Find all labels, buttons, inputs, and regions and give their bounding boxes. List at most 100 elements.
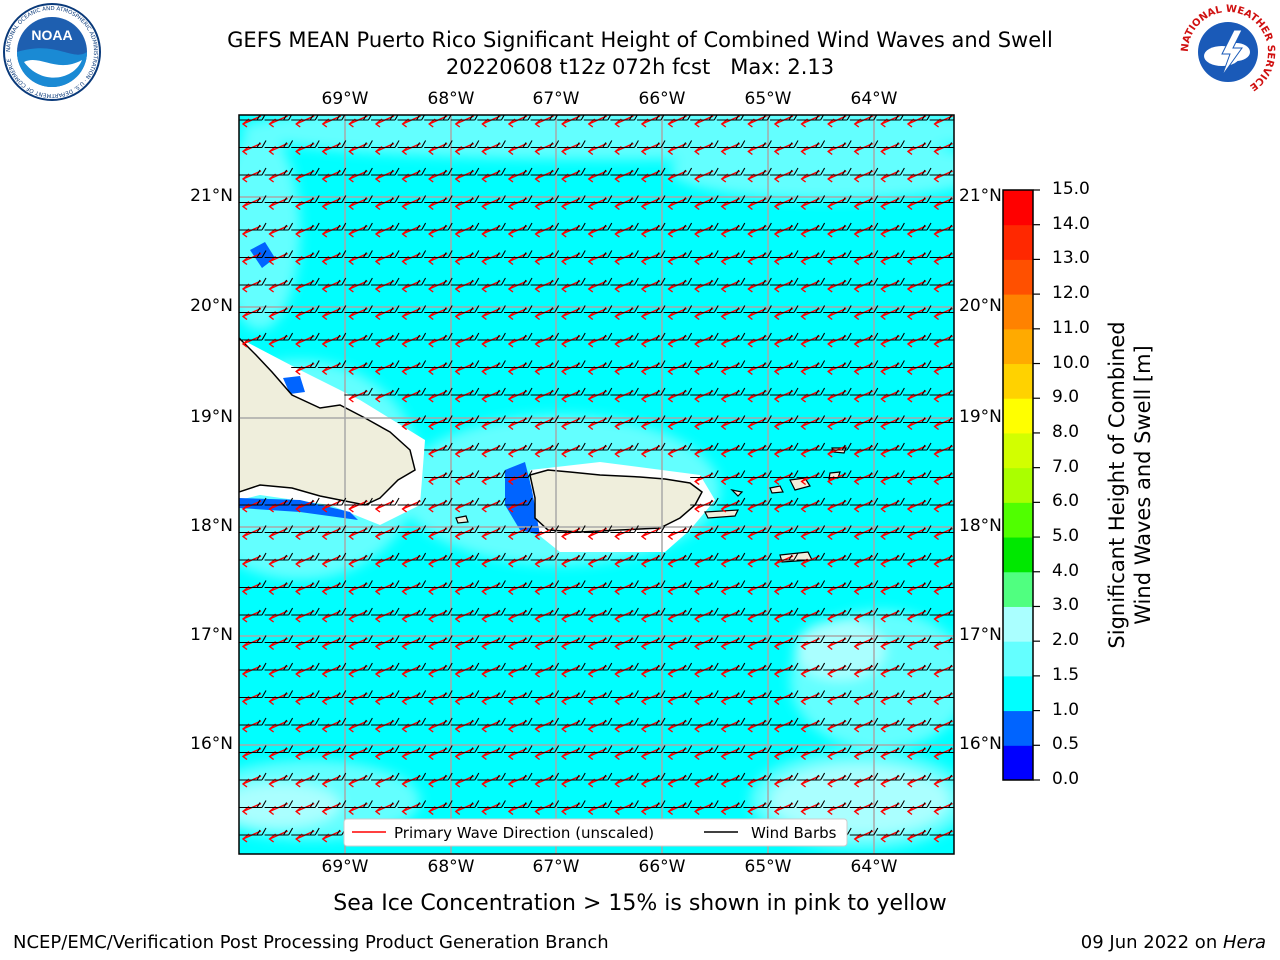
wave-arrow-head [773,750,782,761]
wind-barb-feather [682,142,687,148]
wave-arrow-head [880,338,888,348]
wind-barb-feather [607,277,613,286]
wave-arrow-head [773,585,782,596]
wind-barb-feather [899,115,904,121]
wind-barb-feather [474,497,480,506]
wind-barb-feather [336,279,341,286]
wave-arrow-head [880,420,888,431]
wind-barb-feather [283,307,288,313]
wind-barb-feather [421,360,427,368]
wave-arrow-head [720,118,729,128]
wind-barb-feather [549,307,554,313]
wave-arrow-head [348,750,356,761]
wind-barb-feather [602,279,607,286]
wave-arrow-head [348,365,356,376]
wind-barb-feather [336,774,341,781]
wind-barb-feather [447,690,453,698]
wind-barb-feather [256,692,261,698]
wind-barb-feather [846,580,852,588]
wave-arrow-head [268,118,277,128]
wind-barb-feather [687,195,693,203]
wave-arrow-head [720,723,729,733]
wind-barb-feather [469,774,474,781]
wind-barb-feather [633,387,639,396]
wind-barb-feather [549,527,554,533]
wave-arrow-head [747,118,755,128]
wind-barb-feather [314,827,320,836]
wind-barb-feather [394,772,400,781]
wind-barb-feather [713,140,719,148]
wind-barb-feather [633,277,639,286]
wind-barb-feather [708,115,713,121]
wave-arrow-head [853,310,862,321]
colorbar-tick-label: 12.0 [1052,283,1090,304]
wind-barb-feather [846,140,852,148]
wave-arrow-head [454,503,463,513]
wind-barb-feather [336,829,341,836]
wind-barb-feather [660,442,666,451]
wind-barb-feather [389,307,394,313]
wave-arrow-head [295,200,303,211]
wave-arrow-head [241,118,250,128]
wave-arrow-head [321,200,330,211]
wind-barb-feather [841,307,846,313]
wind-barb-feather [793,497,799,506]
wind-barb-feather [766,140,772,148]
wind-barb-feather [549,582,554,588]
wave-arrow-head [481,365,489,376]
wave-arrow-head [321,640,330,651]
wind-barb-feather [469,334,474,341]
wind-barb-feather [682,637,687,643]
wave-arrow-head [827,393,835,403]
wave-arrow-head [880,585,888,596]
wave-arrow-head [694,530,702,541]
wave-arrow-head [800,530,809,541]
wind-barb-feather [682,664,687,671]
wave-arrow-head [747,503,755,513]
wind-barb-feather [793,332,799,341]
wave-arrow-head [800,173,809,183]
wind-barb-feather [314,277,320,286]
wind-barb-feather [549,664,554,671]
wind-barb-feather [899,360,905,368]
wind-barb-feather [820,717,826,726]
wave-arrow-head [534,613,543,623]
wave-arrow-head [694,778,702,788]
wind-barb-feather [314,525,320,533]
wind-barb-feather [389,115,394,121]
wind-barb-feather [314,167,320,176]
wave-arrow-head [295,613,303,623]
wind-barb-feather [735,389,740,396]
wave-arrow-head [853,613,862,623]
colorbar-tick-label: 9.0 [1052,387,1080,408]
wind-barb-feather [735,499,740,506]
wave-arrow-head [454,640,463,651]
wave-arrow-head [747,145,755,156]
wave-arrow-head [348,200,356,211]
wave-arrow-head [880,503,888,513]
wave-arrow-head [640,173,649,183]
wind-barb-feather [660,167,666,176]
wave-arrow-head [880,723,888,733]
wave-arrow-head [906,668,915,678]
wind-barb-feather [283,527,288,533]
wind-barb-feather [846,470,852,478]
wind-barb-feather [740,222,746,231]
wave-arrow-head [374,585,383,596]
wave-arrow-head [507,668,516,678]
wind-barb-feather [416,637,421,643]
wind-barb-feather [261,800,267,808]
wave-arrow-head [241,283,250,293]
wave-arrow-head [880,283,888,293]
wind-barb-feather [926,415,932,423]
wind-barb-feather [682,554,687,561]
wind-barb-feather [687,580,693,588]
wave-arrow-head [321,530,330,541]
wave-arrow-head [428,530,436,541]
wind-barb-feather [766,635,772,643]
wind-barb-feather [735,609,740,616]
wind-barb-feather [389,802,394,808]
wind-barb-feather [309,224,314,231]
wind-barb-feather [442,115,447,121]
wave-arrow-head [321,805,330,816]
